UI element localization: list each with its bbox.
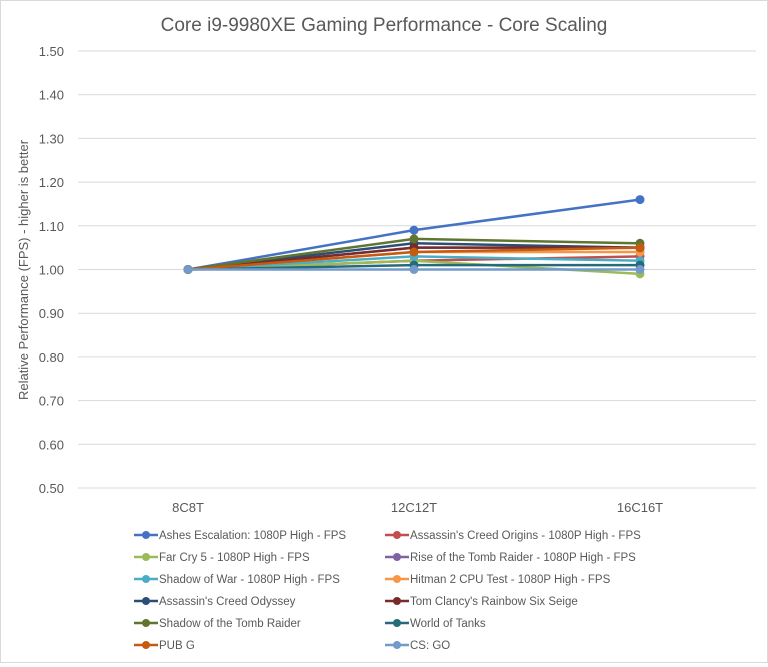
legend-item: Assassin's Creed Odyssey — [134, 596, 296, 608]
legend-marker — [142, 553, 150, 561]
series — [183, 265, 645, 274]
legend-item: Rise of the Tomb Raider - 1080P High - F… — [385, 552, 636, 564]
legend-label: Far Cry 5 - 1080P High - FPS — [159, 552, 310, 564]
legend-marker — [393, 597, 401, 605]
legend-item: Ashes Escalation: 1080P High - FPS — [134, 530, 346, 542]
legend-marker — [142, 575, 150, 583]
legend-label: Rise of the Tomb Raider - 1080P High - F… — [410, 552, 636, 564]
legend-label: Assassin's Creed Odyssey — [159, 596, 296, 608]
y-tick-label: 1.50 — [39, 44, 64, 59]
x-tick-label: 8C8T — [172, 500, 204, 515]
data-point — [409, 225, 419, 235]
data-point — [635, 265, 645, 274]
legend-item: Hitman 2 CPU Test - 1080P High - FPS — [385, 574, 611, 586]
data-point — [183, 265, 193, 274]
y-tick-label: 1.20 — [39, 175, 64, 190]
legend-item: Tom Clancy's Rainbow Six Seige — [385, 596, 578, 608]
x-tick-label: 16C16T — [617, 500, 663, 515]
x-tick-label: 12C12T — [391, 500, 437, 515]
legend-label: World of Tanks — [410, 618, 486, 630]
legend-marker — [393, 575, 401, 583]
legend-item: Shadow of War - 1080P High - FPS — [134, 574, 340, 586]
legend-marker — [393, 553, 401, 561]
legend-label: CS: GO — [410, 640, 450, 652]
legend-label: Shadow of the Tomb Raider — [159, 618, 301, 630]
y-tick-label: 0.70 — [39, 394, 64, 409]
chart-title: Core i9-9980XE Gaming Performance - Core… — [161, 15, 608, 36]
legend-label: Hitman 2 CPU Test - 1080P High - FPS — [410, 574, 611, 586]
legend-marker — [393, 619, 401, 627]
legend-item: PUB G — [134, 640, 195, 652]
y-axis-label: Relative Performance (FPS) - higher is b… — [16, 139, 31, 400]
y-tick-label: 1.30 — [39, 131, 64, 146]
legend-label: PUB G — [159, 640, 195, 652]
y-tick-label: 0.50 — [39, 481, 64, 496]
y-tick-label: 0.60 — [39, 437, 64, 452]
data-point — [409, 234, 419, 244]
legend-marker — [142, 641, 150, 649]
y-tick-label: 1.10 — [39, 219, 64, 234]
legend-marker — [142, 531, 150, 539]
legend-item: CS: GO — [385, 640, 450, 652]
legend-item: Shadow of the Tomb Raider — [134, 618, 301, 630]
legend-label: Ashes Escalation: 1080P High - FPS — [159, 530, 346, 542]
legend-label: Tom Clancy's Rainbow Six Seige — [410, 596, 578, 608]
legend-marker — [393, 641, 401, 649]
legend-label: Assassin's Creed Origins - 1080P High - … — [410, 530, 641, 542]
legend-item: Assassin's Creed Origins - 1080P High - … — [385, 530, 641, 542]
legend-item: World of Tanks — [385, 618, 486, 630]
y-tick-label: 1.00 — [39, 263, 64, 278]
legend-marker — [142, 619, 150, 627]
data-point — [635, 243, 645, 253]
data-point — [409, 265, 419, 274]
data-point — [409, 247, 419, 257]
legend-label: Shadow of War - 1080P High - FPS — [159, 574, 340, 586]
y-tick-label: 0.90 — [39, 306, 64, 321]
legend-item: Far Cry 5 - 1080P High - FPS — [134, 552, 310, 564]
y-tick-label: 1.40 — [39, 88, 64, 103]
legend-marker — [142, 597, 150, 605]
legend-marker — [393, 531, 401, 539]
y-tick-label: 0.80 — [39, 350, 64, 365]
data-point — [635, 195, 645, 205]
